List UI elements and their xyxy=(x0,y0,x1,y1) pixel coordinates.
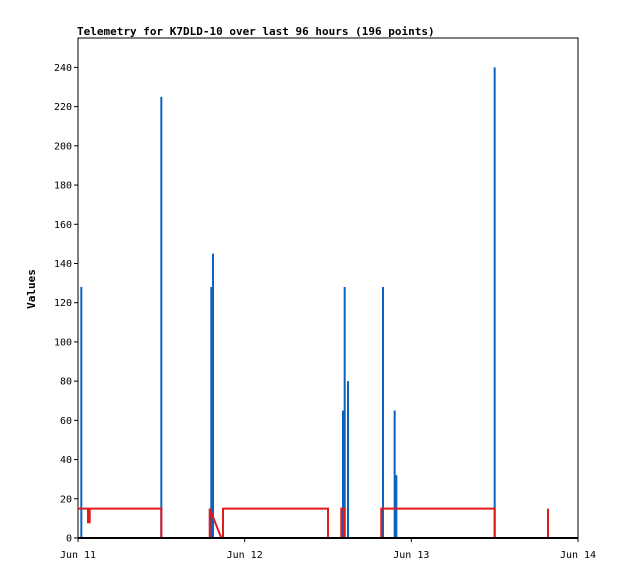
y-tick-label: 60 xyxy=(60,416,72,427)
y-tick-label: 200 xyxy=(54,141,72,152)
series-1-line xyxy=(78,507,549,539)
x-tick-label: Jun 11 xyxy=(60,550,96,561)
y-tick-label: 100 xyxy=(54,337,72,348)
x-tick-label: Jun 14 xyxy=(560,550,596,561)
chart-title: Telemetry for K7DLD-10 over last 96 hour… xyxy=(77,25,435,38)
y-tick-label: 0 xyxy=(66,534,72,545)
x-tick-label: Jun 13 xyxy=(393,550,429,561)
y-tick-label: 220 xyxy=(54,102,72,113)
y-axis-label: Values xyxy=(25,269,38,309)
y-tick-label: 20 xyxy=(60,494,72,505)
y-tick-label: 80 xyxy=(60,377,72,388)
y-tick-label: 180 xyxy=(54,181,72,192)
y-tick-label: 160 xyxy=(54,220,72,231)
plot-frame xyxy=(77,37,579,539)
y-tick-label: 40 xyxy=(60,455,72,466)
y-tick-label: 240 xyxy=(54,63,72,74)
y-tick-label: 140 xyxy=(54,259,72,270)
y-tick-label: 120 xyxy=(54,298,72,309)
x-tick-label: Jun 12 xyxy=(227,550,263,561)
